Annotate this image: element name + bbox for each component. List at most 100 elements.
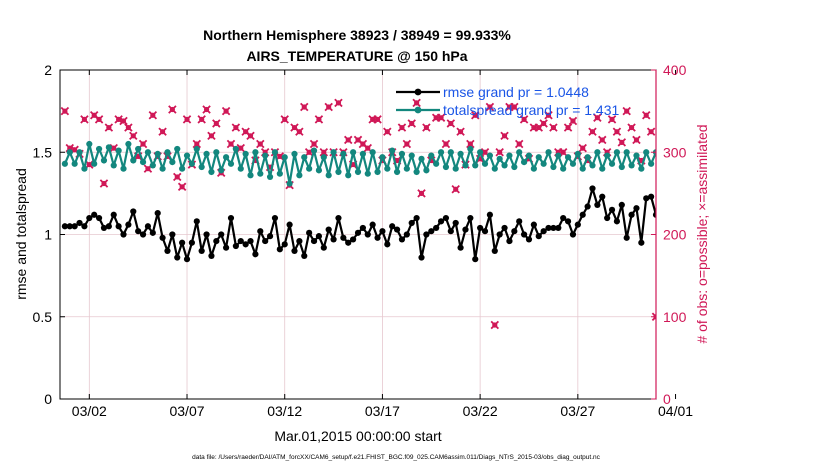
obs-count-cross (740, 140, 747, 147)
x-tick-label: 04/01 (658, 403, 693, 419)
obs-count-cross (129, 131, 138, 141)
obs-count-marker (221, 106, 231, 116)
obs-count-cross (568, 116, 578, 126)
rmse-point (61, 223, 68, 230)
rmse-point (91, 211, 98, 218)
obs-count-cross (818, 395, 825, 402)
rmse-point (613, 218, 621, 225)
obs-count-dot (805, 133, 810, 138)
totalspread-point (91, 160, 98, 167)
rmse-point (296, 237, 303, 245)
obs-count-cross (119, 116, 128, 126)
totalspread-point (296, 172, 303, 179)
rmse-point (550, 224, 557, 232)
obs-count-cross (607, 115, 617, 124)
obs-count-marker (627, 123, 636, 132)
obs-count-cross (358, 139, 368, 149)
obs-count-cross (745, 124, 752, 131)
totalspread-point (579, 165, 586, 172)
rmse-point (638, 239, 645, 246)
rmse-point (628, 211, 635, 218)
obs-count-dot (819, 396, 824, 401)
obs-count-marker (402, 139, 412, 149)
rmse-point (110, 211, 117, 218)
rmse-point (188, 239, 196, 246)
obs-count-cross (716, 124, 723, 131)
obs-count-dot (790, 141, 795, 146)
totalspread-point (198, 163, 205, 171)
obs-count-dot (727, 133, 732, 138)
obs-count-cross (549, 123, 558, 132)
obs-count-cross (593, 113, 602, 122)
rmse-point (330, 236, 337, 243)
obs-count-marker (775, 120, 782, 127)
obs-count-cross (514, 139, 524, 149)
totalspread-point (540, 160, 547, 167)
rmse-point (213, 237, 220, 245)
obs-count-marker (784, 132, 791, 139)
rmse-point (584, 203, 591, 210)
rmse-point (193, 218, 200, 225)
rmse-point (511, 228, 518, 235)
totalspread-point (486, 152, 494, 159)
obs-count-marker (578, 143, 587, 153)
obs-count-marker (677, 108, 684, 115)
y2-tick-label: 0 (663, 391, 671, 407)
rmse-point (179, 239, 186, 246)
rmse-point (276, 246, 283, 253)
totalspread-point (716, 162, 722, 168)
totalspread-point (252, 149, 259, 156)
rmse-point (71, 223, 78, 230)
obs-count-marker (80, 115, 89, 124)
rmse-point (736, 228, 742, 234)
totalspread-point (467, 145, 474, 153)
rmse-point (814, 228, 820, 234)
rmse-point (423, 231, 430, 238)
totalspread-point (66, 149, 73, 156)
rmse-point (726, 226, 732, 232)
totalspread-point (335, 168, 342, 176)
rmse-point (687, 225, 693, 231)
obs-count-cross (740, 140, 747, 147)
rmse-point (663, 199, 669, 205)
rmse-point (320, 244, 327, 251)
obs-count-dot (785, 133, 790, 138)
obs-count-cross (89, 111, 99, 120)
totalspread-point (213, 149, 220, 156)
rmse-point (491, 247, 498, 255)
totalspread-point (110, 162, 117, 169)
rmse-point (604, 214, 611, 222)
rmse-point (731, 220, 737, 226)
y2-tick-label: 300 (663, 144, 687, 160)
rmse-point (819, 223, 825, 229)
rmse-point (569, 231, 577, 238)
rmse-point (247, 237, 254, 245)
totalspread-point (506, 152, 513, 159)
obs-count-marker (168, 105, 177, 114)
obs-count-cross (309, 139, 319, 149)
rmse-point (804, 226, 810, 232)
obs-count-cross (241, 127, 250, 136)
y2-tick-label: 100 (663, 309, 687, 325)
obs-count-cross (578, 143, 587, 153)
totalspread-point (569, 160, 577, 167)
obs-count-cross (197, 115, 206, 124)
obs-count-cross (804, 132, 811, 139)
rmse-point (721, 225, 727, 231)
obs-count-marker (799, 128, 806, 135)
obs-count-dot (663, 121, 668, 126)
obs-count-cross (760, 149, 767, 156)
obs-count-marker (809, 149, 816, 156)
rmse-point (809, 236, 815, 242)
totalspread-point (276, 170, 283, 177)
obs-count-marker (192, 139, 202, 149)
rmse-point (623, 234, 630, 241)
obs-count-cross (721, 157, 728, 164)
totalspread-point (574, 150, 581, 157)
rmse-point (530, 221, 537, 228)
totalspread-point (746, 166, 752, 172)
totalspread-point (384, 165, 391, 172)
rmse-point (652, 211, 656, 218)
obs-count-cross (192, 139, 202, 149)
rmse-point (477, 224, 484, 232)
